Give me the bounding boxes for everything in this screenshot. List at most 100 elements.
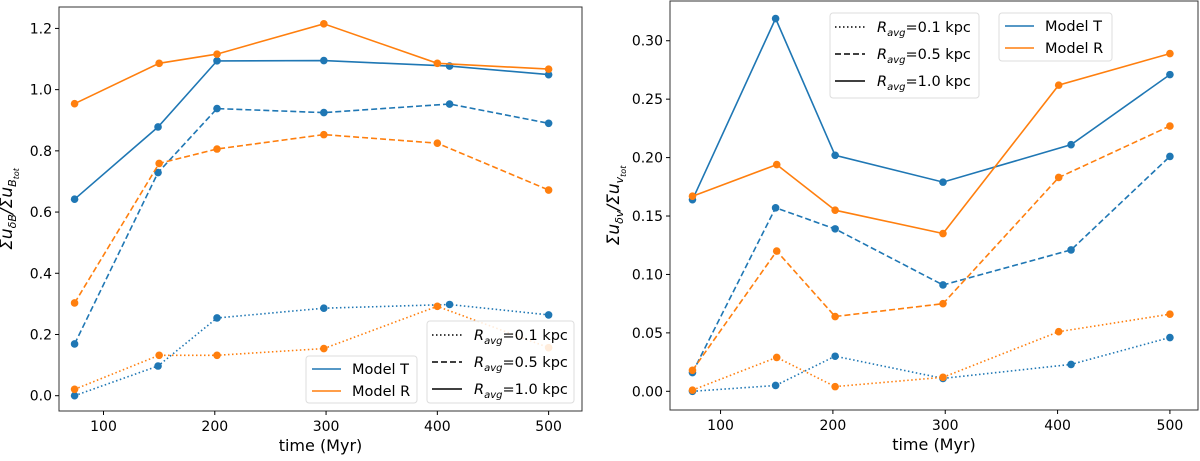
data-point (433, 302, 442, 311)
legend-r: R (877, 74, 887, 90)
data-point (772, 247, 781, 255)
y-tick-label: 0.8 (30, 144, 52, 160)
data-point (831, 352, 839, 361)
data-point (70, 99, 79, 108)
data-point (831, 225, 839, 233)
y-tick-label: 0.0 (30, 389, 52, 405)
legend-r: R (474, 382, 484, 398)
y-axis-label-part: Σu (0, 228, 17, 250)
legend-r: R (474, 355, 484, 371)
data-point (320, 344, 328, 353)
data-point (831, 312, 839, 321)
y-tick-label: 1.0 (30, 83, 52, 99)
legend-models: Model T Model R (998, 12, 1113, 62)
legend-frame (829, 12, 980, 99)
data-point (1054, 327, 1063, 336)
legend-frame (998, 12, 1113, 62)
data-point (70, 340, 79, 348)
axes-frame (669, 0, 1199, 411)
data-point (320, 304, 328, 312)
legend-sub: avg (887, 28, 905, 39)
legend-label: Ravg=0.5 kpc (877, 47, 971, 66)
data-point (445, 100, 454, 108)
y-axis-label: Σuδv/Σuvtot (604, 165, 628, 246)
y-axis-label: ΣuδB/ΣuBtot (0, 167, 21, 250)
legend-label: Model R (1045, 41, 1103, 57)
y-tick-label: 0.10 (632, 267, 663, 283)
series-line-model-t-dashed (73, 103, 549, 345)
legend-models: Model T Model R (305, 355, 418, 404)
legend-label: Ravg=1.0 kpc (877, 74, 971, 93)
data-point (155, 351, 163, 360)
series-line-model-r-solid (74, 22, 549, 105)
x-tick-label: 500 (1157, 418, 1184, 434)
data-point (155, 159, 163, 168)
legend-label: Ravg=0.1 kpc (474, 328, 568, 347)
data-point (1067, 140, 1075, 149)
series-line-model-r-dotted (74, 305, 549, 391)
y-tick-label: 0.2 (30, 327, 52, 343)
y-axis-label-part: tot (12, 167, 21, 179)
data-point (771, 204, 780, 212)
data-point (1166, 70, 1174, 79)
data-point (1067, 246, 1075, 254)
y-axis-label-part: Σu (604, 224, 624, 246)
series-line-model-r-solid (692, 52, 1171, 235)
x-tick-label: 100 (90, 419, 117, 435)
y-tick-label: 0.25 (632, 92, 663, 108)
series-line-model-t-solid (691, 16, 1171, 201)
data-point (544, 311, 553, 319)
data-point (831, 151, 839, 160)
data-point (445, 300, 454, 309)
data-point (213, 57, 221, 65)
legend-value: =0.5 kpc (905, 47, 970, 63)
y-axis-label-part: tot (619, 165, 628, 177)
y-axis-label-part: δB (6, 214, 19, 228)
x-axis-label: time (Myr) (892, 435, 976, 454)
data-point (213, 314, 221, 322)
legend-label: Ravg=1.0 kpc (474, 382, 568, 401)
series-line-model-r-dashed (691, 125, 1171, 371)
data-point (688, 366, 697, 375)
y-axis-label-part: v (613, 176, 626, 183)
data-point (772, 353, 781, 362)
series-line-model-r-dotted (692, 313, 1171, 391)
data-point (1054, 173, 1063, 182)
y-tick-label: 0.6 (30, 205, 52, 221)
series-line-model-t-dotted (692, 336, 1171, 393)
y-tick-label: 1.2 (30, 21, 52, 37)
data-point (433, 59, 442, 68)
data-point (771, 381, 780, 390)
data-point (213, 351, 221, 360)
x-axis-label: time (Myr) (279, 436, 363, 455)
legend-label: Model T (1045, 19, 1102, 35)
y-axis-label-part: /Σu (604, 183, 624, 212)
data-point (688, 192, 697, 200)
legend-label: Ravg=0.5 kpc (474, 355, 568, 374)
x-tick-label: 300 (932, 418, 959, 434)
y-tick-label: 0.20 (632, 151, 663, 167)
x-tick-label: 300 (313, 419, 340, 435)
series-line-model-t-dashed (691, 155, 1171, 373)
legend-sub: avg (484, 390, 502, 401)
legend-sub: avg (484, 336, 502, 347)
data-point (70, 195, 79, 204)
data-point (939, 229, 947, 238)
data-point (70, 299, 79, 307)
legend-value: =0.5 kpc (502, 355, 567, 371)
data-point (772, 160, 781, 169)
axes-frame (58, 6, 583, 412)
series-line-model-t-solid (74, 59, 549, 200)
data-point (1166, 152, 1174, 161)
data-point (1067, 360, 1075, 369)
legend-label: Ravg=0.1 kpc (877, 20, 971, 39)
legend-sub: avg (484, 363, 502, 374)
data-point (544, 119, 553, 128)
legend-sub: avg (887, 82, 905, 93)
y-tick-label: 0.30 (632, 34, 663, 50)
data-point (544, 65, 553, 73)
data-point (155, 59, 163, 68)
data-point (1054, 81, 1063, 89)
y-tick-label: 0.05 (632, 326, 663, 342)
